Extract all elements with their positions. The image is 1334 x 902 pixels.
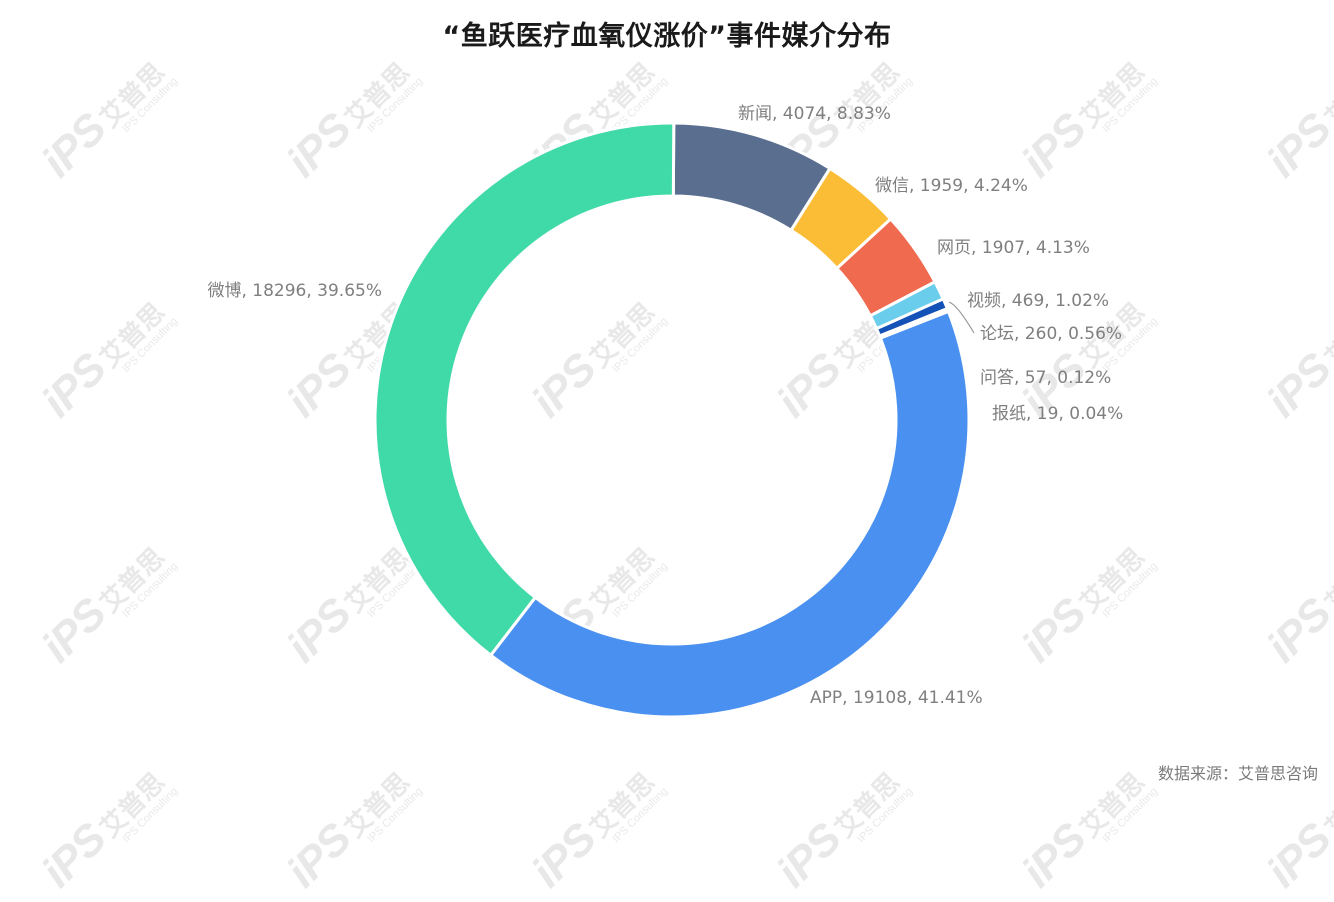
data-source-note: 数据来源：艾普思咨询 bbox=[1157, 764, 1318, 783]
donut-slice-1[interactable] bbox=[373, 121, 676, 658]
slice-label-7: 问答, 57, 0.12% bbox=[980, 368, 1111, 388]
slice-label-3: 微信, 1959, 4.24% bbox=[875, 176, 1028, 196]
slice-label-6: 论坛, 260, 0.56% bbox=[980, 324, 1122, 344]
slice-label-4: 网页, 1907, 4.13% bbox=[937, 238, 1090, 258]
leader-line-6 bbox=[948, 301, 975, 334]
slice-label-0: APP, 19108, 41.41% bbox=[810, 688, 983, 708]
slice-label-5: 视频, 469, 1.02% bbox=[967, 291, 1109, 311]
donut-chart: 新闻, 4074, 8.83% 微信, 1959, 4.24% 网页, 1907, … bbox=[207, 104, 1123, 719]
slice-label-2: 新闻, 4074, 8.83% bbox=[738, 104, 891, 124]
slice-label-8: 报纸, 19, 0.04% bbox=[992, 404, 1123, 424]
donut-slice-0[interactable] bbox=[488, 309, 971, 719]
chart-title: “鱼跃医疗血氧仪涨价”事件媒介分布 bbox=[442, 21, 892, 52]
slice-label-1: 微博, 18296, 39.65% bbox=[207, 281, 382, 301]
